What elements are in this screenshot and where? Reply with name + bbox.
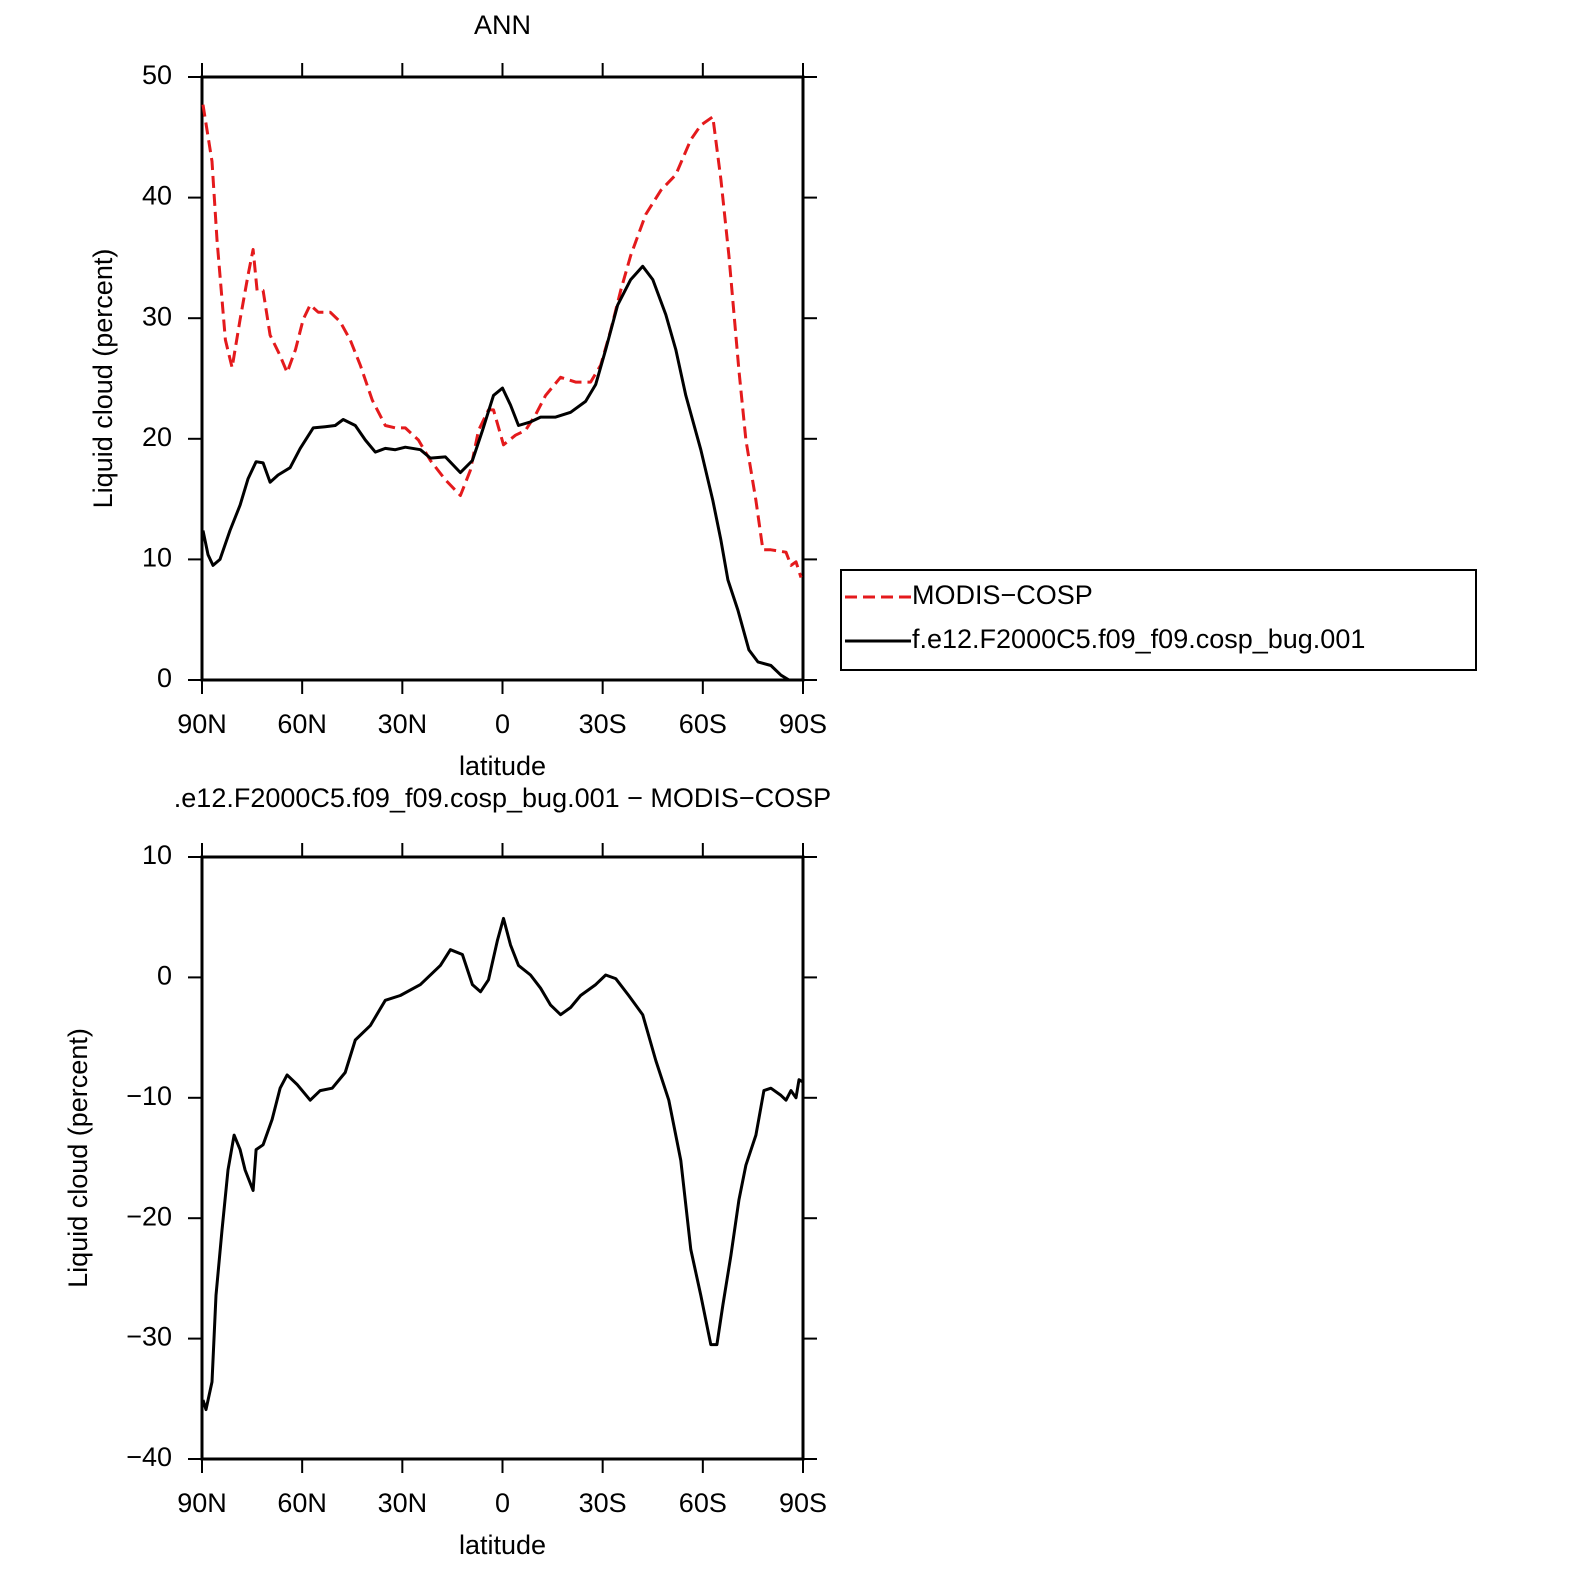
y-tick-label: 0	[157, 961, 172, 991]
x-axis-label: latitude	[459, 751, 546, 781]
series-line	[201, 104, 803, 578]
y-tick-label: 10	[142, 543, 172, 573]
x-tick-label: 60S	[679, 709, 727, 739]
x-tick-label: 0	[495, 1488, 510, 1518]
x-tick-label: 90N	[177, 709, 227, 739]
series-line	[201, 916, 804, 1412]
plot-frame	[200, 855, 805, 1461]
x-tick-label: 60S	[679, 1488, 727, 1518]
y-tick-label: 40	[142, 181, 172, 211]
x-tick-label: 60N	[277, 709, 327, 739]
x-tick-label: 30N	[378, 1488, 428, 1518]
legend-label: MODIS−COSP	[912, 580, 1093, 610]
x-tick-label: 60N	[277, 1488, 327, 1518]
plot-frame	[200, 75, 805, 682]
y-tick-label: −30	[126, 1322, 172, 1352]
y-tick-label: −20	[126, 1201, 172, 1231]
x-axis-label: latitude	[459, 1530, 546, 1560]
chart-title: .e12.F2000C5.f09_f09.cosp_bug.001 − MODI…	[174, 783, 831, 813]
y-tick-label: 20	[142, 422, 172, 452]
legend-box	[840, 569, 1477, 671]
x-tick-label: 90S	[779, 1488, 827, 1518]
legend-label: f.e12.F2000C5.f09_f09.cosp_bug.001	[912, 624, 1365, 654]
x-tick-label: 30N	[378, 709, 428, 739]
series-line	[201, 264, 790, 682]
x-tick-label: 0	[495, 709, 510, 739]
y-tick-label: 30	[142, 301, 172, 331]
x-tick-label: 90S	[779, 709, 827, 739]
y-axis-label: Liquid cloud (percent)	[63, 1028, 93, 1288]
chart-title: ANN	[474, 10, 531, 40]
x-tick-label: 30S	[579, 709, 627, 739]
y-axis-label: Liquid cloud (percent)	[88, 249, 118, 509]
x-tick-label: 30S	[579, 1488, 627, 1518]
y-tick-label: 50	[142, 60, 172, 90]
y-tick-label: −40	[126, 1442, 172, 1472]
y-tick-label: 10	[142, 840, 172, 870]
y-tick-label: 0	[157, 663, 172, 693]
y-tick-label: −10	[126, 1081, 172, 1111]
x-tick-label: 90N	[177, 1488, 227, 1518]
